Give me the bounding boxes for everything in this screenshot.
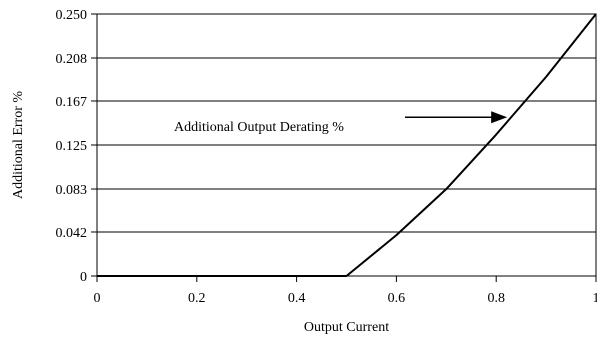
annotation-arrowhead (491, 111, 508, 124)
grid-layer (97, 57, 596, 233)
y-tick-label: 0.083 (56, 183, 88, 198)
x-tick-label: 0.8 (487, 291, 505, 306)
x-tick-label: 0.6 (388, 291, 406, 306)
annotation-layer: Additional Output Derating % (174, 111, 508, 135)
series-line (97, 13, 597, 277)
y-tick-labels: 0 0.042 0.083 0.125 0.167 0.208 0.250 (56, 8, 97, 285)
y-tick-label: 0.167 (56, 95, 88, 110)
x-tick-label: 0 (94, 291, 101, 306)
annotation-label: Additional Output Derating % (174, 120, 344, 135)
x-tick-label: 0.4 (288, 291, 306, 306)
y-tick-label: 0 (80, 270, 87, 285)
x-tick-label: 0.2 (188, 291, 206, 306)
x-tick-labels: 0 0.2 0.4 0.6 0.8 1 (94, 276, 597, 306)
y-axis-title: Additional Error % (11, 91, 26, 199)
y-tick-label: 0.250 (56, 8, 88, 23)
x-axis-title: Output Current (304, 320, 389, 335)
y-tick-label: 0.042 (56, 226, 88, 241)
y-tick-label: 0.125 (56, 139, 88, 154)
y-tick-label: 0.208 (56, 52, 88, 67)
x-tick-label: 1 (593, 291, 597, 306)
series-layer (97, 13, 597, 277)
